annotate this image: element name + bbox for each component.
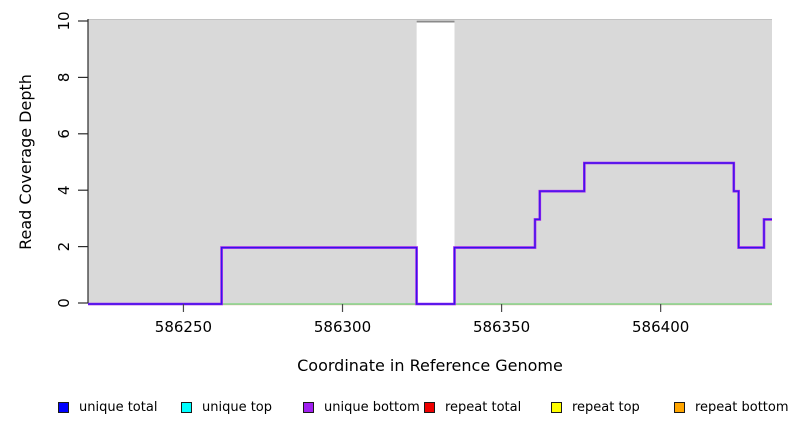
plot-background-layer (88, 19, 772, 303)
y-tick-label: 4 (55, 185, 73, 195)
y-tick-label: 2 (55, 242, 73, 252)
y-tick-label: 10 (55, 11, 73, 30)
y-tick-label: 0 (55, 298, 73, 308)
legend-label: repeat top (572, 399, 640, 415)
legend: unique total unique top unique bottom repea… (0, 397, 792, 419)
legend-item-unique-total: unique total (58, 397, 157, 417)
legend-label: repeat bottom (695, 399, 789, 415)
x-tick-label: 586400 (632, 318, 689, 336)
plot-svg: 0 2 4 6 8 10 586250 586300 586350 586400 Coordina… (16, 11, 772, 375)
legend-swatch-icon (674, 401, 685, 413)
covered-region-right (454, 20, 772, 303)
unique-coverage-step-stroke-1 (88, 162, 772, 305)
y-tick-label: 8 (55, 73, 73, 83)
legend-label: repeat total (445, 399, 522, 415)
legend-item-repeat-bottom: repeat bottom (674, 397, 789, 417)
legend-swatch-icon (551, 401, 562, 413)
plot-axis-layer: 0 2 4 6 8 10 586250 586300 586350 586400 (55, 11, 689, 336)
legend-label: unique bottom (324, 399, 420, 415)
legend-label: unique total (79, 399, 158, 415)
legend-item-unique-bottom: unique bottom (303, 397, 420, 417)
legend-swatch-icon (58, 401, 69, 413)
covered-region-left (88, 20, 417, 303)
x-tick-label: 586350 (473, 318, 530, 336)
legend-swatch-icon (424, 401, 435, 413)
plot-series-layer (88, 161, 772, 306)
legend-item-repeat-top: repeat top (551, 397, 640, 417)
y-axis-title: Read Coverage Depth (16, 74, 35, 250)
legend-item-repeat-total: repeat total (424, 397, 521, 417)
legend-swatch-icon (303, 401, 314, 413)
legend-item-unique-top: unique top (181, 397, 272, 417)
x-tick-label: 586250 (155, 318, 212, 336)
legend-label: unique top (202, 399, 273, 415)
x-axis-title: Coordinate in Reference Genome (297, 356, 563, 375)
legend-swatch-icon (181, 401, 192, 413)
x-tick-label: 586300 (314, 318, 371, 336)
y-tick-label: 6 (55, 129, 73, 139)
